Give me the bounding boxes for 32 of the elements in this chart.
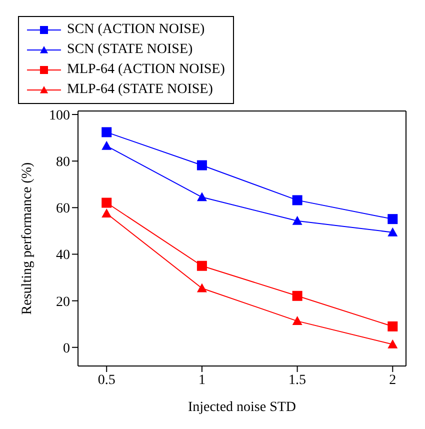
x-tick-label: 2 bbox=[389, 372, 396, 388]
point bbox=[102, 127, 112, 138]
point bbox=[292, 290, 302, 301]
legend-label: SCN (ACTION NOISE) bbox=[67, 21, 205, 39]
point bbox=[196, 160, 207, 170]
point bbox=[388, 227, 398, 236]
x-axis-title: Injected noise STD bbox=[188, 400, 296, 415]
x-tick-label: 1.5 bbox=[288, 372, 306, 388]
point bbox=[292, 316, 302, 326]
point bbox=[102, 140, 112, 150]
point bbox=[292, 195, 302, 206]
y-tick-label: 40 bbox=[56, 248, 70, 264]
point bbox=[102, 198, 112, 208]
x-tick-label: 1 bbox=[198, 372, 206, 388]
legend-label: MLP-64 (STATE NOISE) bbox=[67, 81, 213, 99]
y-axis-title: Resulting performance (%) bbox=[20, 162, 35, 315]
point bbox=[196, 192, 207, 202]
point bbox=[196, 260, 207, 271]
y-tick-label: 60 bbox=[56, 202, 70, 217]
y-tick-label: 20 bbox=[56, 294, 70, 310]
legend-label: SCN (STATE NOISE) bbox=[67, 41, 193, 59]
point bbox=[388, 339, 398, 348]
y-tick-label: 0 bbox=[63, 341, 70, 356]
point bbox=[388, 321, 398, 332]
y-tick-label: 100 bbox=[49, 108, 70, 124]
point bbox=[102, 208, 112, 218]
point bbox=[196, 283, 207, 292]
x-tick-label: 0.5 bbox=[98, 372, 116, 388]
y-tick-label: 80 bbox=[56, 155, 70, 170]
point bbox=[388, 214, 398, 224]
point bbox=[292, 216, 302, 225]
legend-label: MLP-64 (ACTION NOISE) bbox=[67, 61, 225, 79]
